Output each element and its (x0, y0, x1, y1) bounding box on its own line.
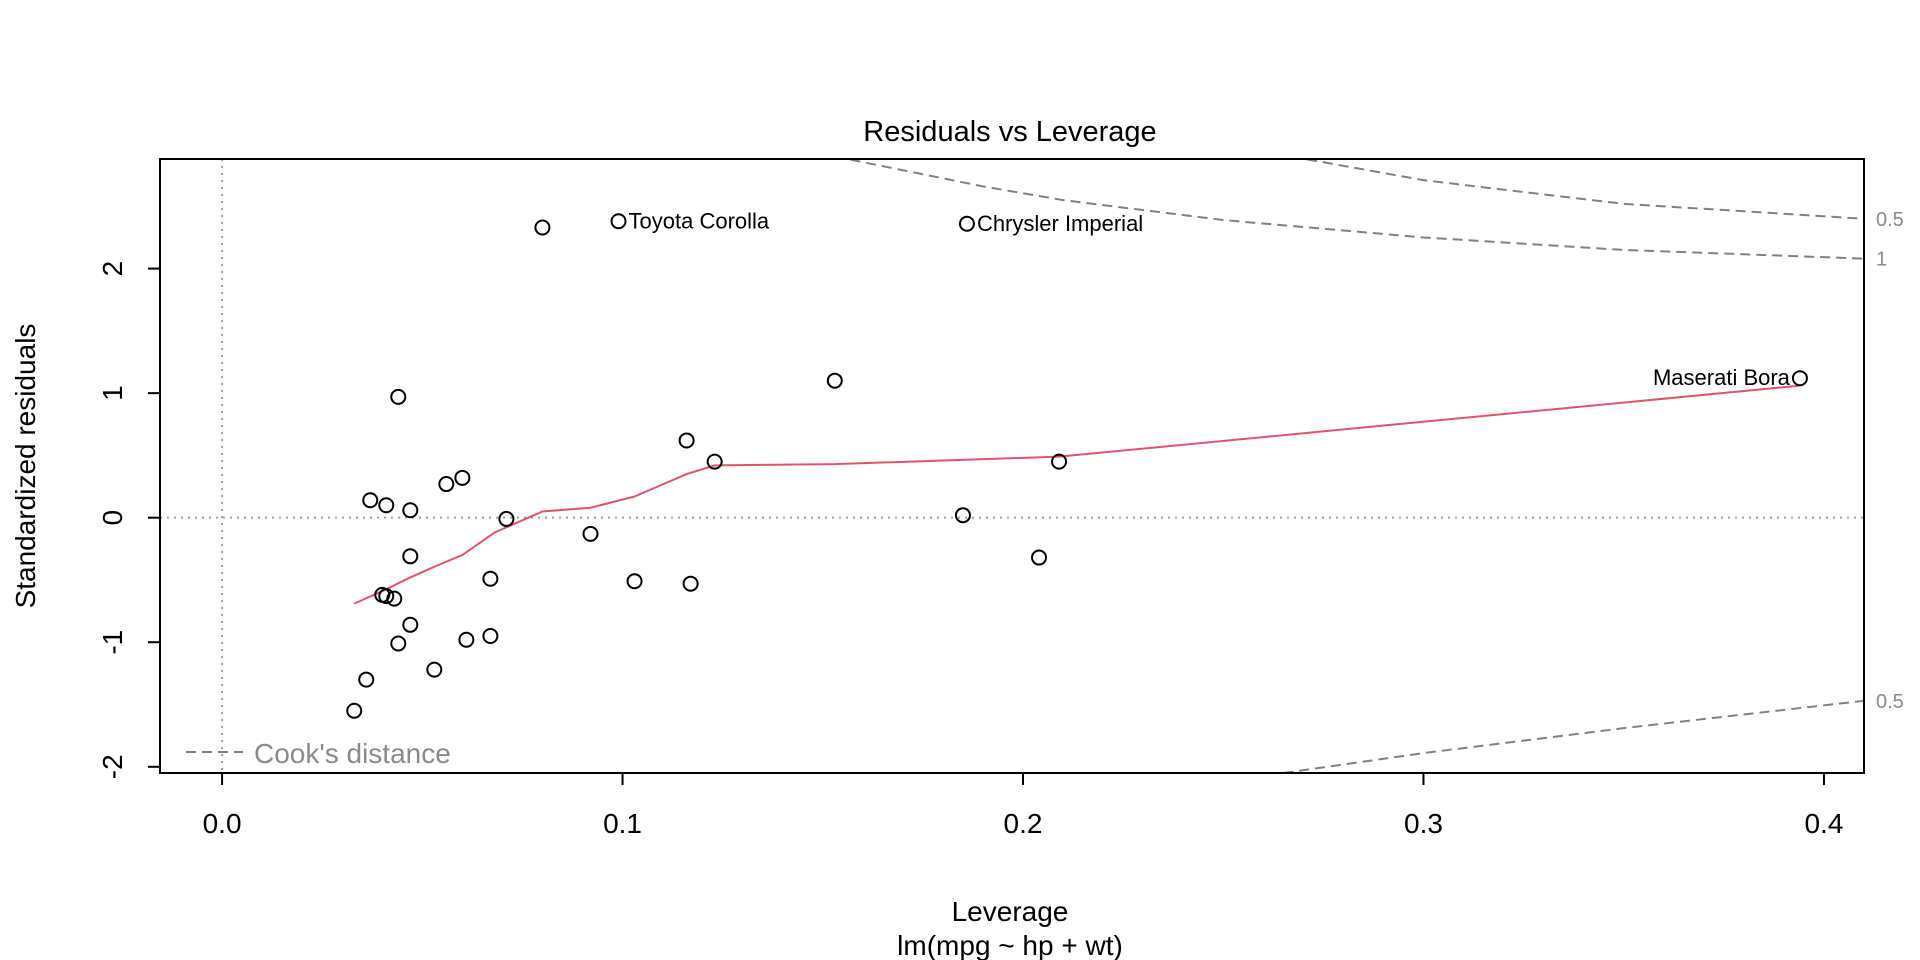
point-label: Toyota Corolla (629, 208, 770, 233)
data-point (482, 570, 499, 587)
data-point (458, 631, 475, 648)
plot-frame (159, 158, 1865, 774)
data-point (362, 492, 379, 509)
smoother-layer (353, 384, 1801, 605)
point-label: Maserati Bora (1653, 365, 1791, 390)
x-tick-label: 0.0 (203, 808, 242, 839)
y-tick-label: 2 (97, 261, 128, 277)
data-point (678, 432, 695, 449)
data-point (346, 702, 363, 719)
data-point (1031, 549, 1048, 566)
y-axis: -2 -1 0 1 2 (97, 261, 160, 779)
data-point (954, 507, 971, 524)
cooks-contour-line (1283, 699, 1864, 773)
data-point (402, 616, 419, 633)
chart-title: Residuals vs Leverage (863, 116, 1156, 148)
points-layer (346, 213, 1808, 719)
data-point (626, 573, 643, 590)
y-tick-label: -2 (97, 754, 128, 779)
point-label: Chrysler Imperial (977, 211, 1143, 236)
data-point (426, 661, 443, 678)
data-point (482, 628, 499, 645)
data-point (390, 388, 407, 405)
cooks-contours (842, 159, 1864, 773)
x-tick-label: 0.3 (1404, 808, 1443, 839)
cooks-contour-label: 1 (1876, 249, 1887, 271)
point-labels-layer: Toyota Corolla Chrysler Imperial Maserati … (629, 208, 1791, 390)
cooks-distance-legend: Cook's distance (186, 738, 451, 769)
data-point (826, 372, 843, 389)
data-point (498, 510, 515, 527)
data-point (378, 497, 395, 514)
cooks-contour-label: 0.5 (1876, 209, 1904, 231)
data-point (1051, 453, 1068, 470)
data-point (682, 575, 699, 592)
plot-grid (160, 159, 1864, 773)
cooks-contour-line (842, 159, 1864, 260)
data-point (402, 548, 419, 565)
legend-label: Cook's distance (254, 738, 451, 769)
chart-subtitle: lm(mpg ~ hp + wt) (897, 930, 1123, 960)
data-point (386, 590, 403, 607)
cooks-contour-label: 0.5 (1876, 691, 1904, 713)
data-point (378, 588, 395, 605)
y-tick-label: 0 (97, 510, 128, 526)
data-point (534, 219, 551, 236)
data-point (390, 635, 407, 652)
y-tick-label: 1 (97, 385, 128, 401)
data-point (1791, 370, 1808, 387)
data-point (958, 215, 975, 232)
cooks-contour-line (1299, 159, 1864, 220)
x-tick-label: 0.1 (603, 808, 642, 839)
data-point (582, 525, 599, 542)
y-axis-title: Standardized residuals (10, 324, 41, 609)
data-point (358, 671, 375, 688)
data-point (610, 213, 627, 230)
smoother-line (353, 384, 1801, 605)
data-point (706, 453, 723, 470)
data-point (438, 476, 455, 493)
x-tick-label: 0.4 (1804, 808, 1843, 839)
data-point (454, 469, 471, 486)
data-point (402, 502, 419, 519)
x-axis-title: Leverage (952, 896, 1069, 927)
x-axis: 0.0 0.1 0.2 0.3 0.4 (203, 773, 1843, 839)
y-tick-label: -1 (97, 630, 128, 655)
x-tick-label: 0.2 (1004, 808, 1043, 839)
cooks-distance-layer: 1 0.5 0.5 (842, 159, 1904, 773)
